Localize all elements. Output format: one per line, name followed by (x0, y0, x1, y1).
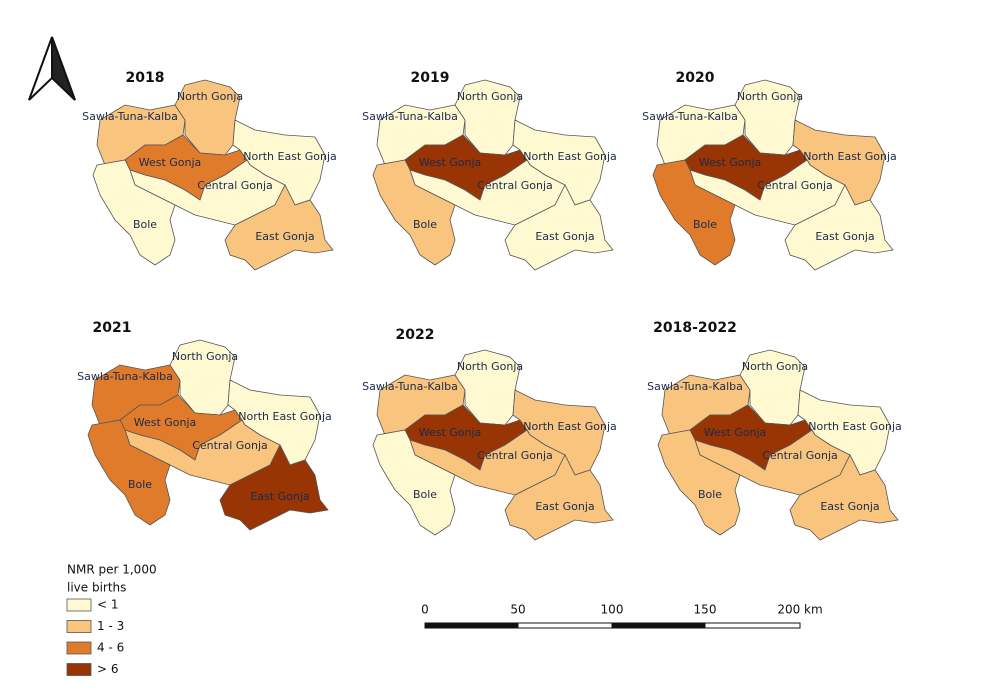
legend-swatch (66, 620, 92, 633)
district-label: Central Gonja (192, 439, 268, 452)
district-label: Central Gonja (197, 179, 273, 192)
legend-swatch (66, 663, 92, 676)
district-map: Sawla-Tuna-Kalba North Gonja West Gonja Nor… (642, 70, 897, 271)
district-label: North Gonja (742, 360, 808, 373)
district-label: Bole (413, 488, 437, 501)
district-label: North East Gonja (523, 420, 617, 433)
district (504, 184, 614, 271)
scale-label: 0 (421, 603, 429, 617)
district-label: East Gonja (535, 230, 594, 243)
scale-label: 150 (694, 603, 717, 617)
district-label: East Gonja (255, 230, 314, 243)
district-label: Bole (693, 218, 717, 231)
district (87, 419, 171, 526)
district-label: North East Gonja (238, 410, 332, 423)
legend-label: > 6 (97, 662, 119, 676)
district-label: North Gonja (737, 90, 803, 103)
map-title: 2021 (93, 320, 132, 336)
legend-label: 1 - 3 (97, 619, 124, 633)
district (92, 159, 176, 266)
legend-swatch (66, 641, 92, 655)
district-label: North Gonja (457, 90, 523, 103)
district (689, 159, 846, 226)
district (657, 429, 741, 536)
district-label: Sawla-Tuna-Kalba (82, 110, 178, 123)
district-label: North East Gonja (803, 150, 897, 163)
map-title: 2019 (411, 70, 450, 86)
district-label: North Gonja (457, 360, 523, 373)
district (124, 419, 281, 486)
district (784, 184, 894, 271)
district-label: East Gonja (535, 500, 594, 513)
district-label: Sawla-Tuna-Kalba (362, 380, 458, 393)
north-arrow (28, 36, 76, 101)
district-label: East Gonja (820, 500, 879, 513)
district-map: Sawla-Tuna-Kalba North Gonja West Gonja Nor… (647, 320, 902, 541)
district-label: West Gonja (139, 156, 202, 169)
district (224, 184, 334, 271)
district (789, 454, 899, 541)
legend-label: < 1 (97, 598, 119, 612)
district-label: Central Gonja (762, 449, 838, 462)
district-label: Sawla-Tuna-Kalba (77, 370, 173, 383)
scale-bar (424, 622, 801, 629)
district-label: Central Gonja (757, 179, 833, 192)
district-map: Sawla-Tuna-Kalba North Gonja West Gonja Nor… (82, 70, 337, 271)
district-label: Central Gonja (477, 449, 553, 462)
district-label: Sawla-Tuna-Kalba (362, 110, 458, 123)
district-label: West Gonja (134, 416, 197, 429)
district (129, 159, 286, 226)
scale-label: 200 km (777, 603, 822, 617)
district-label: East Gonja (250, 490, 309, 503)
district-label: Bole (133, 218, 157, 231)
district-label: North East Gonja (243, 150, 337, 163)
district (372, 429, 456, 536)
district (652, 159, 736, 266)
district-label: East Gonja (815, 230, 874, 243)
legend-label: 4 - 6 (97, 641, 124, 655)
district (409, 429, 566, 496)
district-map: Sawla-Tuna-Kalba North Gonja West Gonja Nor… (362, 327, 617, 541)
district-label: Bole (698, 488, 722, 501)
district-label: West Gonja (704, 426, 767, 439)
district-label: West Gonja (419, 156, 482, 169)
legend-swatch (66, 598, 92, 612)
legend-title: NMR per 1,000 (67, 563, 157, 577)
map-title: 2022 (396, 327, 435, 343)
district (504, 454, 614, 541)
scale-label: 100 (601, 603, 624, 617)
district (694, 429, 851, 496)
district-label: North Gonja (177, 90, 243, 103)
district (409, 159, 566, 226)
district-label: North Gonja (172, 350, 238, 363)
district-label: Sawla-Tuna-Kalba (647, 380, 743, 393)
scale-label: 50 (510, 603, 525, 617)
legend-title: live births (67, 581, 126, 595)
district (372, 159, 456, 266)
district (219, 444, 329, 531)
district-label: North East Gonja (523, 150, 617, 163)
map-title: 2018 (126, 70, 165, 86)
district-label: North East Gonja (808, 420, 902, 433)
district-label: Bole (413, 218, 437, 231)
district-map: Sawla-Tuna-Kalba North Gonja West Gonja Nor… (362, 70, 617, 271)
map-title: 2018-2022 (653, 320, 737, 336)
district-map: Sawla-Tuna-Kalba North Gonja West Gonja Nor… (77, 320, 332, 531)
district-label: Bole (128, 478, 152, 491)
district-label: Sawla-Tuna-Kalba (642, 110, 738, 123)
map-title: 2020 (676, 70, 715, 86)
district-label: West Gonja (419, 426, 482, 439)
district-label: Central Gonja (477, 179, 553, 192)
district-label: West Gonja (699, 156, 762, 169)
